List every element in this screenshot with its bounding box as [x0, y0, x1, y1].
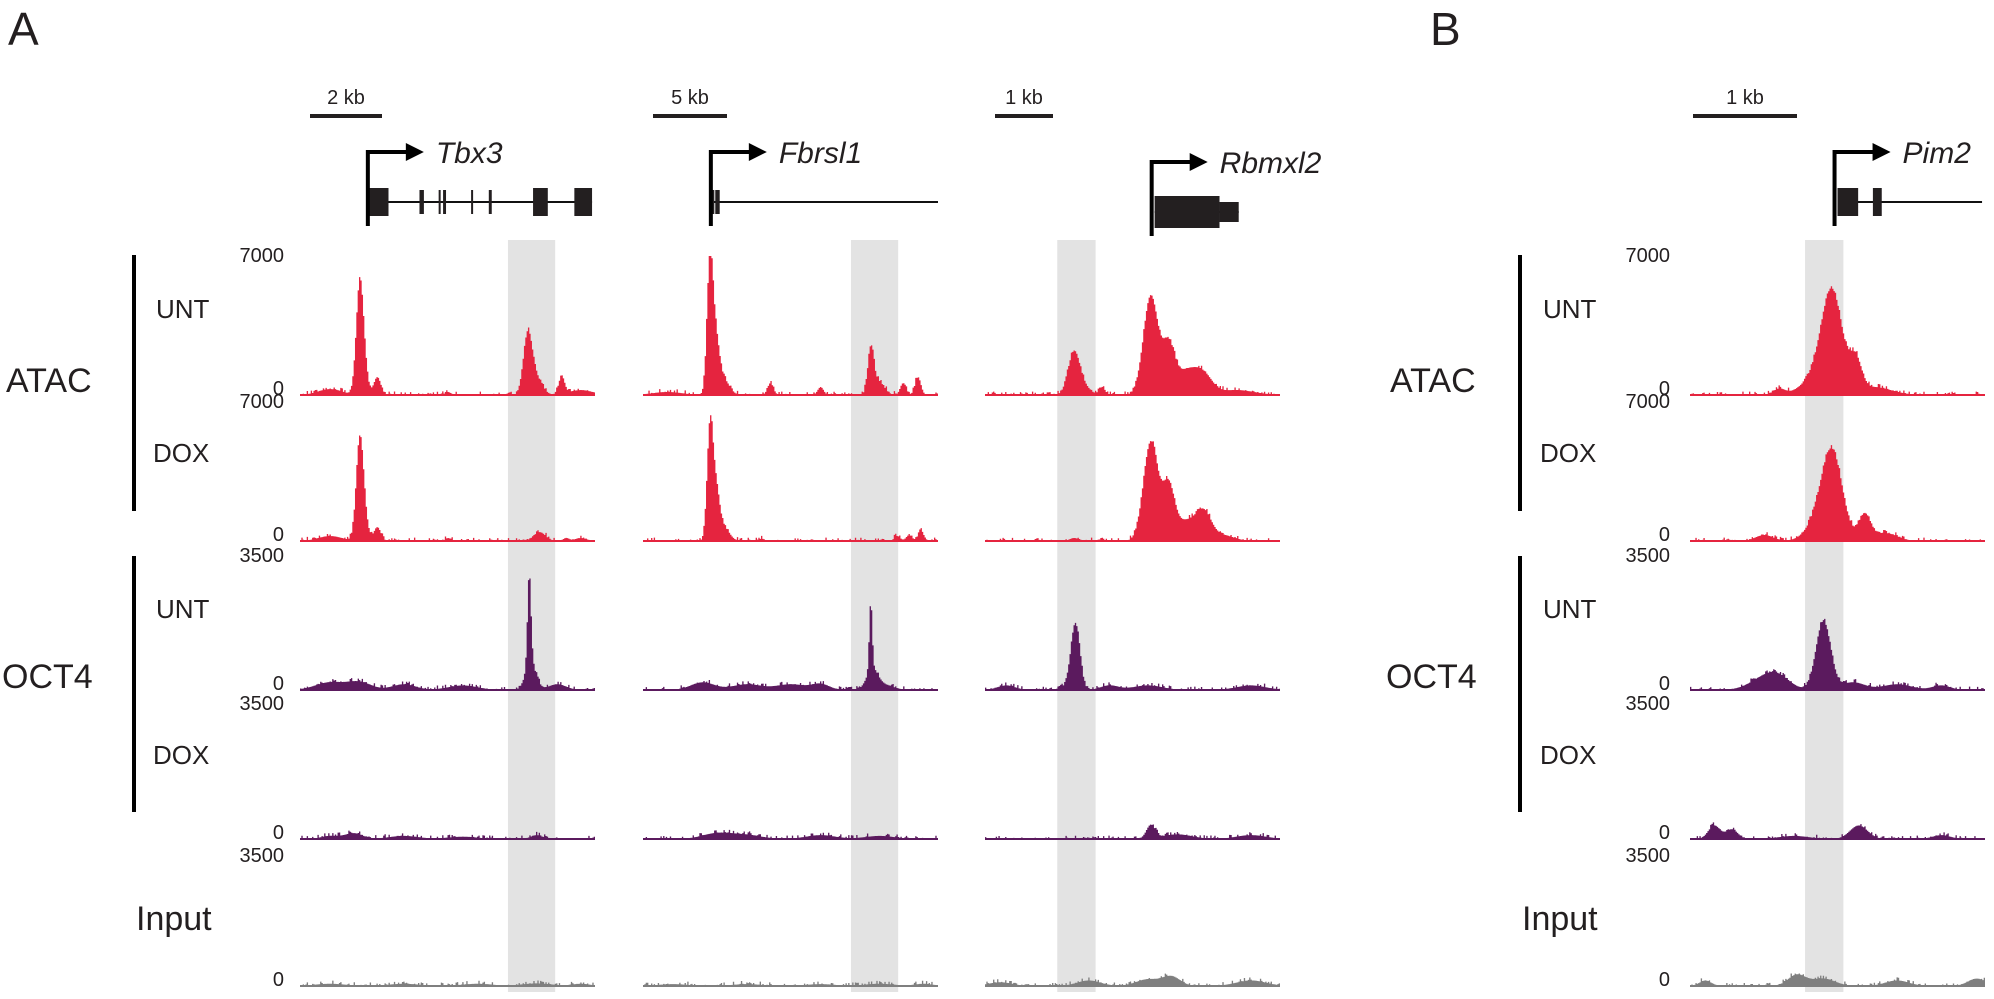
pim2-exon — [1837, 188, 1859, 216]
fbrsl1-atac_unt-signal — [643, 256, 938, 395]
b-oct4_dox-ymax-tick: 3500 — [1625, 693, 1671, 715]
oct4_dox-ymin-tick: 0 — [272, 822, 284, 844]
tbx3-input-signal — [300, 980, 595, 986]
b-atac_unt-ymin-tick: 0 — [1658, 378, 1670, 400]
tbx3-scale-bar — [310, 114, 382, 118]
tbx3-exon — [533, 188, 548, 216]
atac-group-bracket — [132, 255, 136, 511]
pim2-atac_unt-signal — [1690, 286, 1985, 395]
pim2-tss-arrowhead — [1872, 143, 1891, 161]
b-oct4-dox-label: DOX — [1540, 740, 1597, 770]
fbrsl1-exon — [712, 190, 715, 214]
b-input-group-label: Input — [1522, 900, 1598, 938]
tbx3-gene-name: Tbx3 — [436, 137, 503, 170]
tbx3-tss-arrowhead — [405, 143, 424, 161]
atac_unt-ymax-tick: 7000 — [239, 245, 285, 267]
oct4-unt-label: UNT — [156, 594, 210, 624]
pim2-exon — [1872, 188, 1882, 216]
tbx3-exon — [419, 190, 424, 214]
b-oct4_unt-ymax-tick: 3500 — [1625, 545, 1671, 567]
rbmxl2-highlight-region — [1057, 240, 1096, 992]
pim2-oct4_unt-signal — [1690, 618, 1985, 690]
tbx3-exon — [574, 188, 593, 216]
tbx3-oct4_dox-signal — [300, 830, 595, 839]
pim2-scale-label: 1 kb — [1726, 87, 1764, 109]
panel-a-letter: A — [8, 3, 39, 55]
tbx3-scale-label: 2 kb — [327, 87, 365, 109]
rbmxl2-scale-label: 1 kb — [1005, 87, 1043, 109]
atac_unt-ymin-tick: 0 — [272, 378, 284, 400]
rbmxl2-tss-arrow — [1149, 160, 1192, 236]
rbmxl2-scale-bar — [995, 114, 1053, 118]
oct4-dox-label: DOX — [153, 740, 210, 770]
rbmxl2-oct4_dox-signal — [985, 824, 1280, 839]
oct4_unt-ymin-tick: 0 — [272, 673, 284, 695]
fbrsl1-atac_dox-signal — [643, 415, 938, 541]
tbx3-tss-arrow — [365, 150, 408, 226]
b-oct4-group-bracket — [1518, 556, 1522, 812]
pim2-gene-name: Pim2 — [1903, 137, 1972, 170]
rbmxl2-exon — [1154, 196, 1220, 228]
atac_dox-ymin-tick: 0 — [272, 524, 284, 546]
atac-group-label: ATAC — [6, 362, 92, 400]
tbx3-atac_unt-signal — [300, 277, 595, 395]
tbx3-exon — [438, 190, 441, 214]
b-oct4-group-label: OCT4 — [1386, 658, 1477, 696]
rbmxl2-exon — [1219, 202, 1239, 222]
rbmxl2-atac_dox-signal — [985, 441, 1280, 541]
rbmxl2-input-signal — [985, 973, 1280, 986]
input-ymax-tick: 3500 — [239, 845, 285, 867]
tbx3-exon — [488, 190, 492, 214]
pim2-input-signal — [1690, 973, 1985, 986]
b-atac-unt-label: UNT — [1543, 294, 1597, 324]
tbx3-exon — [471, 190, 474, 214]
b-input-ymin-tick: 0 — [1658, 969, 1670, 991]
rbmxl2-oct4_unt-signal — [985, 622, 1280, 690]
fbrsl1-tss-arrow — [708, 150, 751, 226]
b-atac_unt-ymax-tick: 7000 — [1625, 245, 1671, 267]
tbx3-exon — [366, 188, 389, 216]
panel-b-letter: B — [1430, 3, 1461, 55]
rbmxl2-tss-arrowhead — [1189, 153, 1208, 171]
oct4-group-bracket — [132, 556, 136, 812]
atac_dox-ymax-tick: 7000 — [239, 391, 285, 413]
b-atac-group-bracket — [1518, 255, 1522, 511]
pim2-oct4_dox-signal — [1690, 822, 1985, 839]
fbrsl1-exon — [715, 190, 720, 214]
rbmxl2-atac_unt-signal — [985, 295, 1280, 395]
b-atac-group-label: ATAC — [1390, 362, 1476, 400]
tbx3-atac_dox-signal — [300, 435, 595, 541]
b-atac-dox-label: DOX — [1540, 438, 1597, 468]
input-group-label: Input — [136, 900, 212, 938]
b-input-ymax-tick: 3500 — [1625, 845, 1671, 867]
oct4-group-label: OCT4 — [2, 658, 93, 696]
fbrsl1-oct4_dox-signal — [643, 829, 938, 839]
fbrsl1-scale-bar — [653, 114, 727, 118]
fbrsl1-scale-label: 5 kb — [671, 87, 709, 109]
atac-unt-label: UNT — [156, 294, 210, 324]
fbrsl1-gene-name: Fbrsl1 — [779, 137, 862, 170]
oct4_dox-ymax-tick: 3500 — [239, 693, 285, 715]
b-oct4_dox-ymin-tick: 0 — [1658, 822, 1670, 844]
fbrsl1-tss-arrowhead — [748, 143, 767, 161]
tbx3-exon — [443, 190, 447, 214]
rbmxl2-gene-name: Rbmxl2 — [1220, 147, 1322, 180]
b-atac_dox-ymax-tick: 7000 — [1625, 391, 1671, 413]
pim2-tss-arrow — [1832, 150, 1875, 226]
b-oct4_unt-ymin-tick: 0 — [1658, 673, 1670, 695]
input-ymin-tick: 0 — [272, 969, 284, 991]
oct4_unt-ymax-tick: 3500 — [239, 545, 285, 567]
pim2-atac_dox-signal — [1690, 445, 1985, 541]
pim2-scale-bar — [1693, 114, 1797, 118]
b-oct4-unt-label: UNT — [1543, 594, 1597, 624]
fbrsl1-highlight-region — [850, 240, 899, 992]
fbrsl1-input-signal — [643, 980, 938, 986]
atac-dox-label: DOX — [153, 438, 210, 468]
b-atac_dox-ymin-tick: 0 — [1658, 524, 1670, 546]
